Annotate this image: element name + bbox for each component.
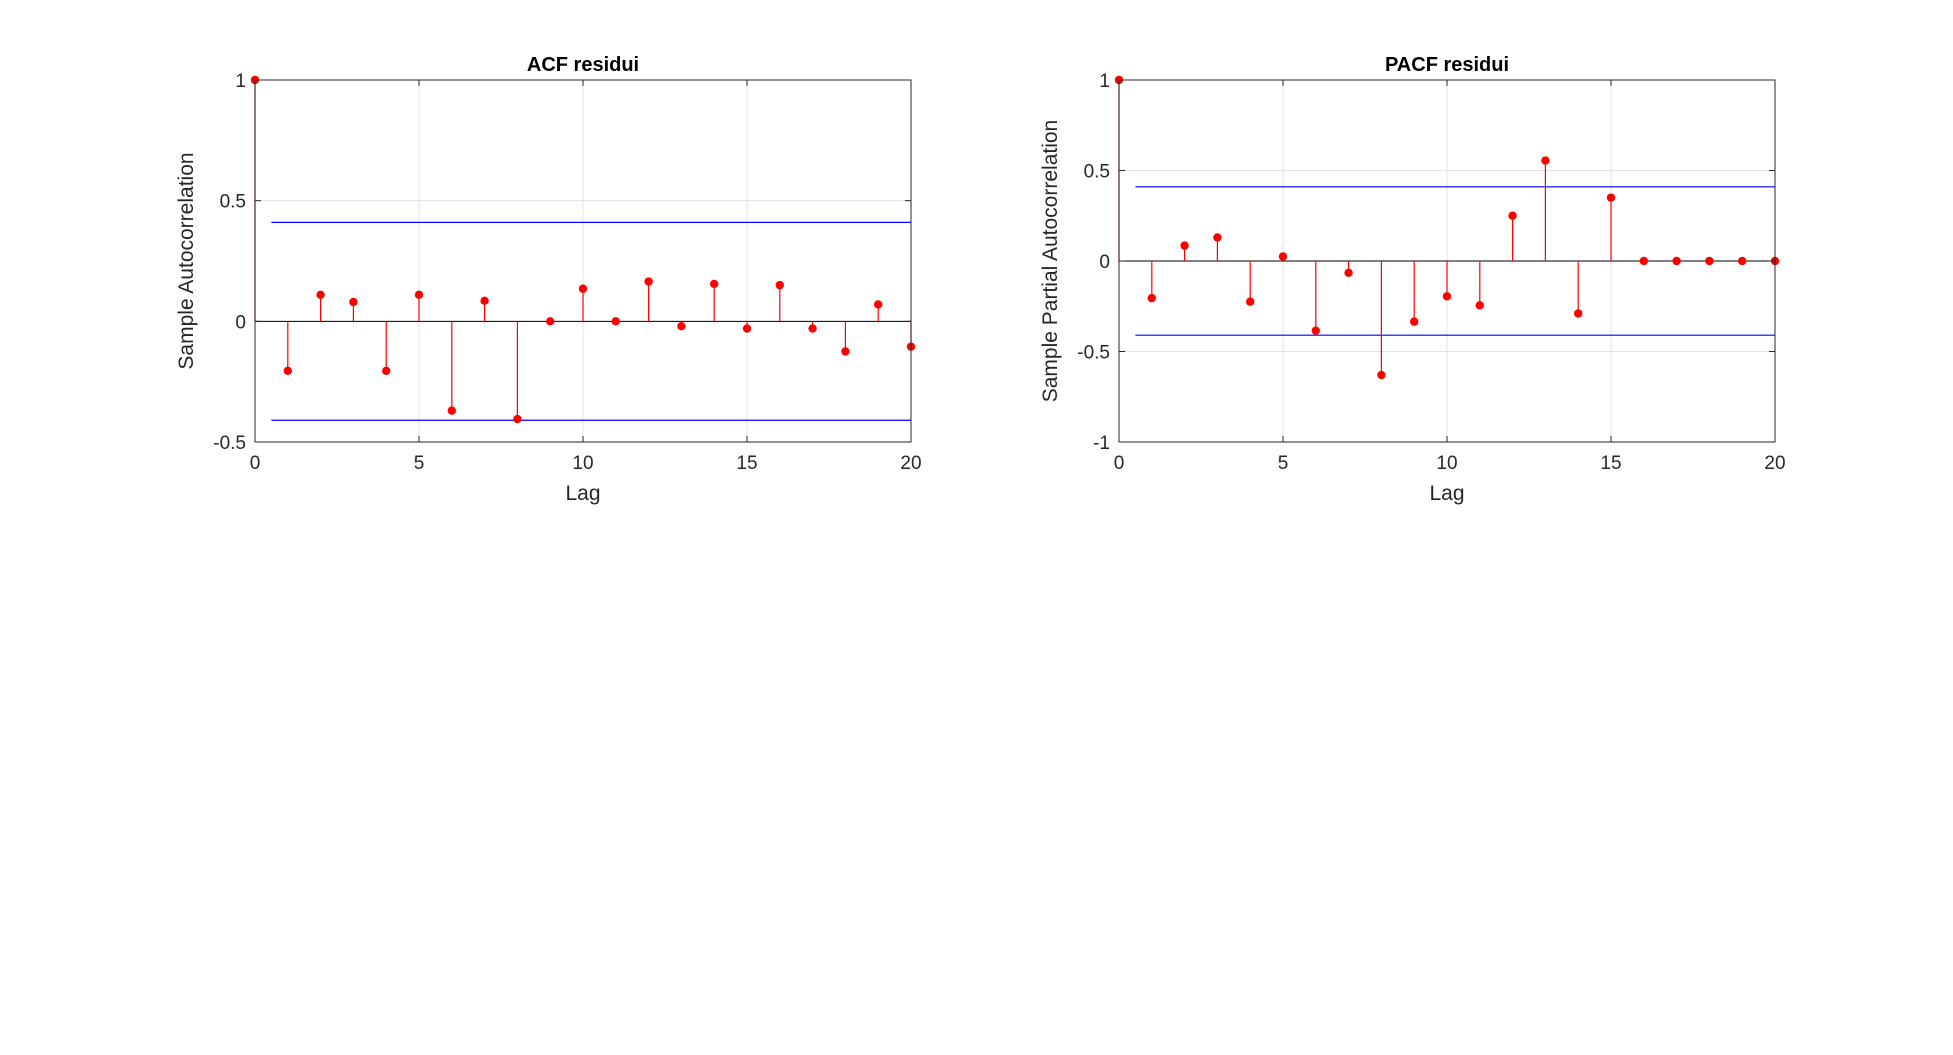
pacf-stem-marker (1508, 211, 1517, 220)
pacf-stem-marker (1213, 233, 1222, 242)
pacf-x-tick-label: 0 (1114, 453, 1125, 474)
pacf-y-tick-label: -1 (1093, 433, 1110, 454)
pacf-stem-marker (1377, 370, 1386, 380)
pacf-x-tick-label: 5 (1278, 453, 1289, 474)
acf-stem-marker (283, 366, 292, 376)
pacf-y-tick-label: 1 (1099, 71, 1110, 92)
acf-plot: 0 5 10 15 20 -0.500.51 ACF residui Lag Sampl… (175, 54, 922, 505)
pacf-stem-marker (1738, 256, 1747, 266)
pacf-stem-marker (1475, 301, 1485, 310)
acf-stem-marker (447, 406, 456, 415)
acf-stem-marker (841, 347, 850, 356)
acf-stem-marker (349, 297, 358, 307)
acf-y-tick-label: 0 (235, 312, 246, 333)
acf-x-tick-label: 5 (414, 453, 425, 474)
pacf-stem-marker (1574, 309, 1583, 318)
acf-x-ticks: 0 5 10 15 20 (250, 80, 922, 474)
acf-stem-marker (316, 290, 325, 299)
acf-stem-marker (513, 414, 522, 424)
pacf-stem-marker (1442, 292, 1452, 301)
pacf-stems (1114, 75, 1780, 380)
pacf-stem-marker (1147, 293, 1157, 303)
acf-x-tick-label: 15 (736, 453, 757, 474)
pacf-stem-marker (1180, 241, 1189, 250)
acf-stem-marker (480, 296, 489, 306)
pacf-plot: 0 5 10 15 20 -1 -0.5 0 0.5 1 PACF residui Lag Sa… (1039, 54, 1786, 505)
acf-stem-marker (644, 277, 653, 286)
pacf-stem-marker (1541, 156, 1550, 165)
pacf-y-axis-label: Sample Partial Autocorrelation (1039, 120, 1062, 403)
pacf-title: PACF residui (1385, 54, 1509, 76)
acf-stem-marker (578, 284, 588, 293)
pacf-y-tick-label: 0.5 (1084, 162, 1110, 183)
pacf-stem-marker (1246, 297, 1255, 306)
acf-y-tick-label: 0.5 (220, 192, 246, 213)
acf-y-tick-label: 1 (235, 71, 246, 92)
acf-y-axis-label: Sample Autocorrelation (175, 152, 198, 369)
pacf-x-axis-label: Lag (1429, 482, 1464, 505)
acf-stem-marker (775, 280, 784, 290)
acf-x-tick-label: 0 (250, 453, 261, 474)
acf-y-tick-label: -0.5 (213, 433, 246, 454)
acf-stem-marker (874, 300, 883, 309)
pacf-stem-marker (1705, 256, 1714, 266)
acf-x-axis-label: Lag (565, 482, 600, 505)
acf-stems (250, 75, 916, 424)
pacf-x-tick-label: 15 (1600, 453, 1621, 474)
pacf-x-tick-label: 20 (1764, 453, 1785, 474)
pacf-stem-marker (1606, 193, 1616, 202)
acf-x-tick-label: 20 (900, 453, 921, 474)
acf-y-ticks: -0.5 0 0.5 1 (213, 71, 911, 454)
acf-stem-marker (382, 366, 391, 376)
acf-stem-marker (710, 279, 719, 289)
acf-x-tick-label: 10 (572, 453, 593, 474)
acf-title: ACF residui (527, 54, 639, 76)
acf-stem-marker (742, 324, 752, 333)
acf-stem-marker (414, 290, 424, 299)
pacf-x-ticks: 0 5 10 15 20 (1114, 80, 1786, 474)
pacf-stem-marker (1311, 326, 1321, 335)
pacf-stem-marker (1410, 317, 1419, 326)
acf-stem-marker (808, 324, 817, 333)
pacf-y-tick-label: 0 (1099, 252, 1110, 273)
pacf-y-ticks: -1 -0.5 0 0.5 1 (1077, 71, 1775, 454)
acf-stem-marker (546, 317, 555, 326)
pacf-x-tick-label: 10 (1436, 453, 1457, 474)
pacf-y-tick-label: -0.5 (1077, 343, 1110, 364)
acf-stem-marker (677, 321, 686, 331)
pacf-stem-marker (1639, 256, 1649, 266)
pacf-stem-marker (1672, 256, 1681, 266)
pacf-stem-marker (1344, 268, 1353, 277)
acf-stem-marker (611, 317, 620, 326)
pacf-stem-marker (1278, 252, 1288, 261)
